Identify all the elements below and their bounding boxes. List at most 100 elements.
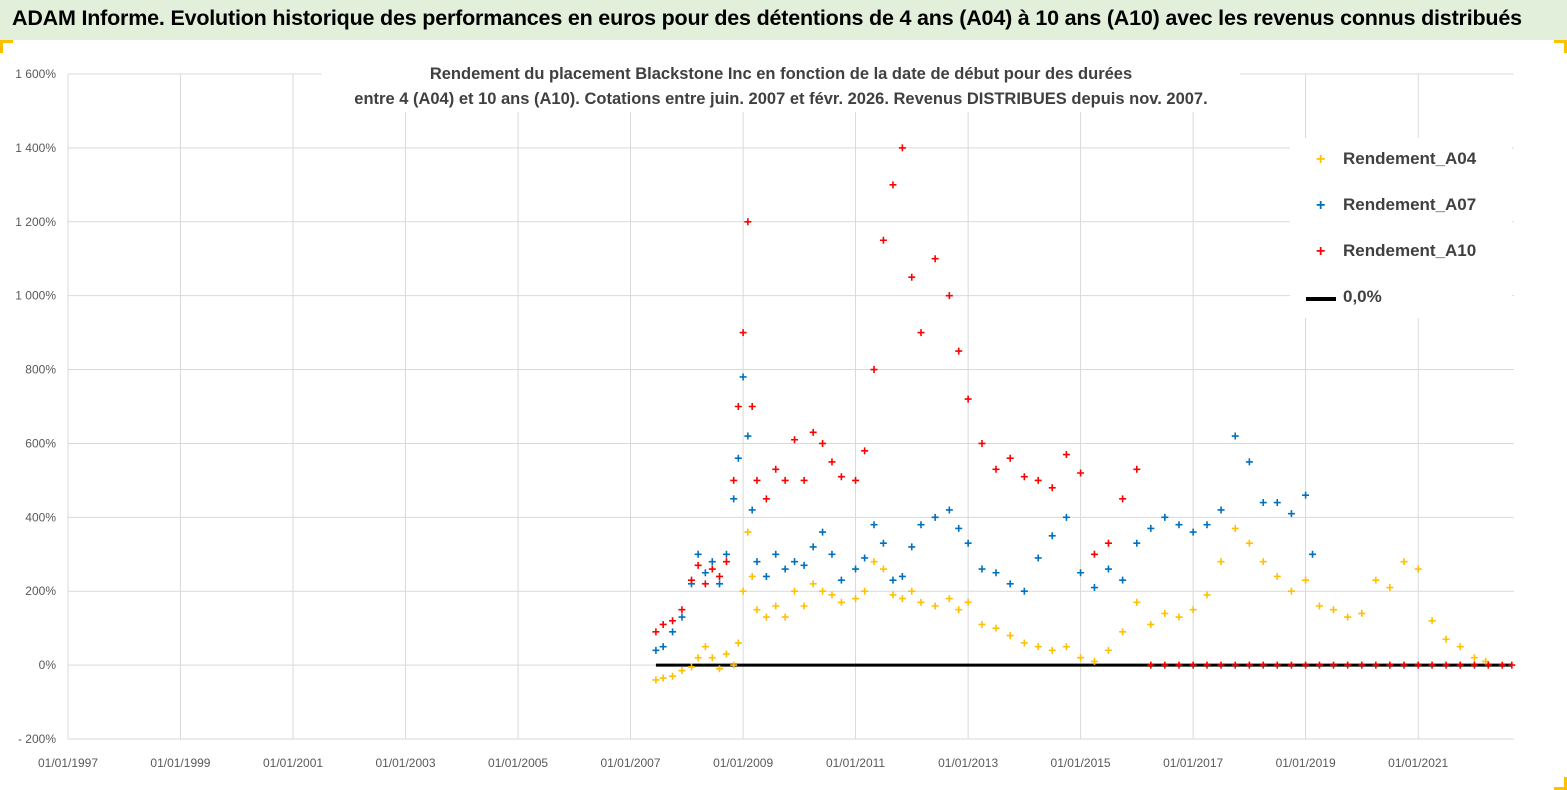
y-axis: - 200% 0% 200% 400% 600% 800% 1 000% 1 200% 1 40… bbox=[15, 67, 56, 746]
data-point bbox=[964, 395, 972, 403]
data-point bbox=[1077, 654, 1085, 662]
data-point bbox=[1372, 576, 1380, 584]
data-point bbox=[791, 558, 799, 566]
data-point bbox=[1287, 587, 1295, 595]
data-point bbox=[722, 558, 730, 566]
data-point bbox=[669, 617, 677, 625]
data-point bbox=[1062, 451, 1070, 459]
data-point bbox=[1482, 657, 1490, 665]
data-point bbox=[1287, 510, 1295, 518]
data-point bbox=[1231, 524, 1239, 532]
data-point bbox=[748, 572, 756, 580]
data-point bbox=[1344, 661, 1352, 669]
data-point bbox=[852, 595, 860, 603]
data-point bbox=[931, 513, 939, 521]
data-point bbox=[1090, 657, 1098, 665]
data-point bbox=[917, 521, 925, 529]
data-point bbox=[1358, 609, 1366, 617]
data-point bbox=[1400, 661, 1408, 669]
data-point bbox=[861, 554, 869, 562]
data-point bbox=[1329, 661, 1337, 669]
data-point bbox=[819, 587, 827, 595]
chart-title-line-2: entre 4 (A04) et 10 ans (A10). Cotations… bbox=[354, 90, 1208, 108]
data-point bbox=[708, 565, 716, 573]
data-point bbox=[889, 591, 897, 599]
data-point bbox=[908, 587, 916, 595]
data-point bbox=[1006, 454, 1014, 462]
data-point bbox=[1231, 661, 1239, 669]
plot-area bbox=[652, 144, 1516, 684]
data-point bbox=[992, 569, 1000, 577]
data-point bbox=[1217, 558, 1225, 566]
data-point bbox=[1386, 584, 1394, 592]
data-point bbox=[1302, 661, 1310, 669]
chart-grid bbox=[67, 73, 1514, 740]
data-point bbox=[739, 329, 747, 337]
data-point bbox=[1245, 661, 1253, 669]
data-point bbox=[1034, 476, 1042, 484]
data-point bbox=[955, 524, 963, 532]
y-tick-label: 1 600% bbox=[15, 67, 56, 81]
data-point bbox=[1161, 609, 1169, 617]
data-point bbox=[730, 661, 738, 669]
data-point bbox=[1231, 432, 1239, 440]
x-tick-label: 01/01/2017 bbox=[1163, 756, 1223, 770]
data-point bbox=[730, 495, 738, 503]
data-point bbox=[1315, 602, 1323, 610]
x-tick-label: 01/01/2005 bbox=[488, 756, 548, 770]
data-point bbox=[837, 473, 845, 481]
data-point bbox=[659, 643, 667, 651]
data-point bbox=[762, 572, 770, 580]
data-point bbox=[1020, 587, 1028, 595]
data-point bbox=[708, 558, 716, 566]
legend-item-a10: + Rendement_A10 bbox=[1290, 241, 1512, 265]
data-point bbox=[1048, 646, 1056, 654]
data-point bbox=[1161, 661, 1169, 669]
legend-item-zero: 0,0% bbox=[1290, 287, 1512, 311]
x-tick-label: 01/01/2013 bbox=[938, 756, 998, 770]
chart-title-line-1: Rendement du placement Blackstone Inc en… bbox=[429, 65, 1133, 83]
data-point bbox=[1329, 606, 1337, 614]
series-rendement_a04 bbox=[652, 524, 1490, 684]
data-point bbox=[753, 558, 761, 566]
data-point bbox=[753, 606, 761, 614]
data-point bbox=[1147, 524, 1155, 532]
data-point bbox=[861, 447, 869, 455]
data-point bbox=[734, 639, 742, 647]
x-tick-label: 01/01/2001 bbox=[263, 756, 323, 770]
data-point bbox=[945, 292, 953, 300]
data-point bbox=[1302, 576, 1310, 584]
data-point bbox=[1442, 635, 1450, 643]
data-point bbox=[1428, 617, 1436, 625]
data-point bbox=[837, 598, 845, 606]
data-point bbox=[734, 454, 742, 462]
report-title: ADAM Informe. Evolution historique des p… bbox=[12, 6, 1522, 30]
data-point bbox=[1133, 598, 1141, 606]
data-point bbox=[1273, 661, 1281, 669]
data-point bbox=[1302, 491, 1310, 499]
legend-label-a04: Rendement_A04 bbox=[1343, 149, 1477, 168]
data-point bbox=[879, 565, 887, 573]
data-point bbox=[964, 598, 972, 606]
data-point bbox=[1119, 576, 1127, 584]
legend-label-a10: Rendement_A10 bbox=[1343, 241, 1477, 260]
data-point bbox=[1006, 632, 1014, 640]
data-point bbox=[1428, 661, 1436, 669]
report-banner: ADAM Informe. Evolution historique des p… bbox=[0, 0, 1567, 40]
data-point bbox=[1245, 458, 1253, 466]
data-point bbox=[1372, 661, 1380, 669]
data-point bbox=[898, 572, 906, 580]
data-point bbox=[1048, 532, 1056, 540]
data-point bbox=[1175, 613, 1183, 621]
data-point bbox=[978, 439, 986, 447]
data-point bbox=[908, 273, 916, 281]
data-point bbox=[791, 436, 799, 444]
legend-marker-a04: + bbox=[1316, 151, 1326, 168]
data-point bbox=[669, 672, 677, 680]
data-point bbox=[1104, 539, 1112, 547]
x-tick-label: 01/01/1997 bbox=[38, 756, 98, 770]
data-point bbox=[791, 587, 799, 595]
corner-mark-bottom-right bbox=[1554, 777, 1567, 790]
y-tick-label: 200% bbox=[25, 584, 56, 598]
